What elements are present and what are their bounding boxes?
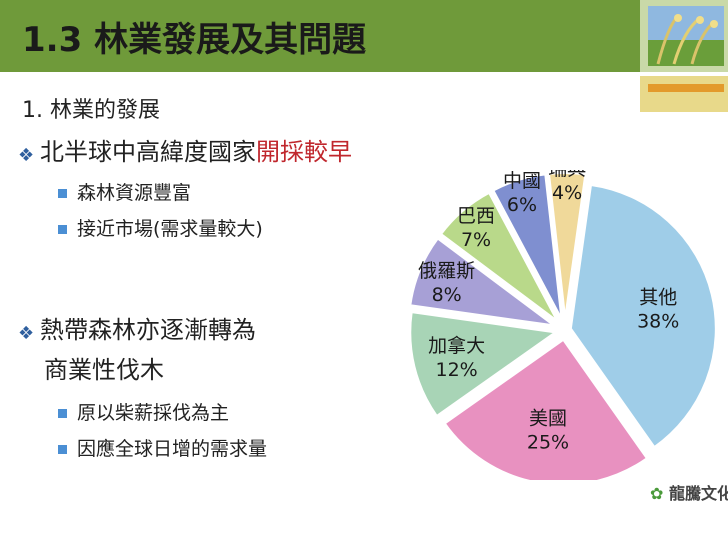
accent-bar [648,84,724,92]
bullet-tropical-text: 熱帶森林亦逐漸轉為 [40,316,256,344]
pie-slice-7 [547,172,587,319]
rice-image-icon [648,6,724,66]
pie-value-label: 7% [461,229,491,251]
pie-category-label: 美國 [529,407,567,429]
slide-title: 1.3 林業發展及其問題 [22,20,367,60]
pie-value-label: 4% [552,182,582,204]
section-heading: 1. 林業的發展 [22,98,160,123]
pie-value-label: 6% [507,194,537,216]
pie-value-label: 38% [637,310,679,332]
leaf-icon: ✿ [650,484,664,503]
pie-category-label: 加拿大 [428,334,485,357]
sub-bullet-4: 因應全球日增的需求量 [58,434,267,461]
diamond-bullet-icon: ❖ [18,323,35,344]
pie-slice-4 [409,237,555,327]
bullet-north-text: 北半球中高緯度國家 [40,138,256,166]
side-strip [640,76,728,112]
sub-bullet-2-text: 接近市場(需求量較大) [77,218,263,240]
pie-value-label: 12% [436,359,478,381]
square-bullet-icon [58,409,67,418]
sub-bullet-2: 接近市場(需求量較大) [58,214,263,241]
brand-logo: ✿ 龍騰文化 [650,480,728,504]
pie-category-label: 巴西 [457,205,495,227]
pie-slice-5 [439,191,559,322]
pie-slice-6 [492,173,563,320]
bullet-north-highlight: 開採較早 [256,138,352,166]
brand-name: 龍騰文化 [668,484,728,503]
title-bar: 1.3 林業發展及其問題 [0,0,640,72]
pie-category-label: 其他 [639,286,677,308]
pie-slice-2 [443,338,649,480]
diamond-bullet-icon: ❖ [18,145,35,166]
square-bullet-icon [58,189,67,198]
pie-value-label: 25% [527,431,569,453]
sub-bullet-3-text: 原以柴薪採伐為主 [77,402,230,424]
bullet-tropical-line2: 商業性伐木 [44,356,164,384]
pie-slice-1 [569,183,717,449]
sub-bullet-1: 森林資源豐富 [58,178,191,205]
bullet-north: ❖ 北半球中高緯度國家開採較早 [18,132,352,167]
pie-category-label: 瑞典 [548,170,586,180]
sub-bullet-4-text: 因應全球日增的需求量 [77,438,268,460]
pie-slice-3 [409,311,558,418]
pie-category-label: 中國 [503,170,541,192]
square-bullet-icon [58,225,67,234]
sub-bullet-3: 原以柴薪採伐為主 [58,398,229,425]
pie-value-label: 8% [432,284,462,306]
square-bullet-icon [58,445,67,454]
bullet-tropical: ❖ 熱帶森林亦逐漸轉為 [18,310,256,345]
title-underline [0,72,640,76]
pie-category-label: 俄羅斯 [418,260,475,282]
sub-bullet-1-text: 森林資源豐富 [77,182,192,204]
